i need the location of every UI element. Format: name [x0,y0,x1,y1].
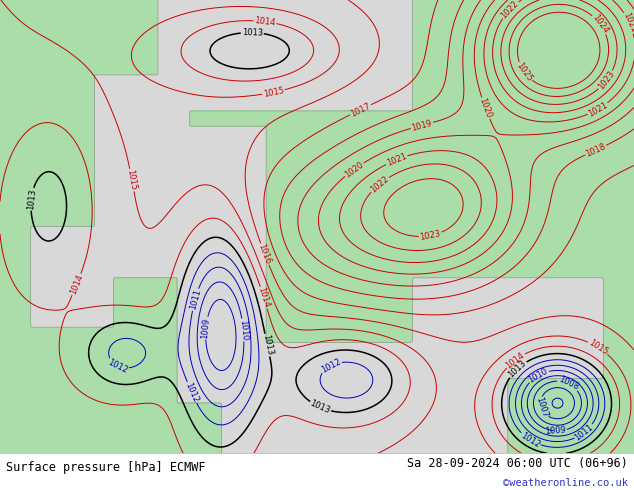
Text: ©weatheronline.co.uk: ©weatheronline.co.uk [503,478,628,489]
Text: 1010: 1010 [527,367,550,385]
Text: 1014: 1014 [504,350,526,370]
Text: 1025: 1025 [515,61,534,83]
Text: 1023: 1023 [597,69,616,92]
Text: 1017: 1017 [349,101,372,119]
Text: 1016: 1016 [257,243,273,266]
Text: 1020: 1020 [477,97,493,120]
Text: 1024: 1024 [590,13,610,35]
Text: Sa 28-09-2024 06:00 UTC (06+96): Sa 28-09-2024 06:00 UTC (06+96) [407,457,628,470]
Text: 1023: 1023 [419,229,442,242]
Text: 1022: 1022 [368,174,391,195]
Text: 1014: 1014 [254,16,276,27]
Text: Surface pressure [hPa] ECMWF: Surface pressure [hPa] ECMWF [6,462,206,474]
Text: 1022: 1022 [500,0,521,20]
Text: 1015: 1015 [262,86,285,98]
Text: 1013: 1013 [261,334,274,356]
Text: 1015: 1015 [126,169,138,191]
Text: 1008: 1008 [557,375,579,392]
Text: 1012: 1012 [107,357,129,375]
Text: 1021: 1021 [621,11,634,34]
Text: 1012: 1012 [320,357,342,374]
Text: 1021: 1021 [385,151,408,168]
Text: 1011: 1011 [573,422,595,442]
Text: 1012: 1012 [519,431,541,449]
Text: 1010: 1010 [238,319,249,341]
Text: 1013: 1013 [242,28,263,37]
Text: 1013: 1013 [309,399,332,416]
Text: 1013: 1013 [507,359,528,379]
Text: 1011: 1011 [188,288,202,311]
Text: 1014: 1014 [256,286,271,309]
Text: 1020: 1020 [343,160,365,179]
Text: 1015: 1015 [586,338,609,357]
Text: 1007: 1007 [534,396,549,419]
Text: 1009: 1009 [545,425,566,436]
Text: 1018: 1018 [585,142,607,159]
Text: 1013: 1013 [26,188,37,210]
Text: 1014: 1014 [68,273,85,296]
Text: 1012: 1012 [183,381,200,404]
Text: 1021: 1021 [586,100,609,118]
Text: 1009: 1009 [200,317,211,339]
Text: 1019: 1019 [411,118,433,132]
